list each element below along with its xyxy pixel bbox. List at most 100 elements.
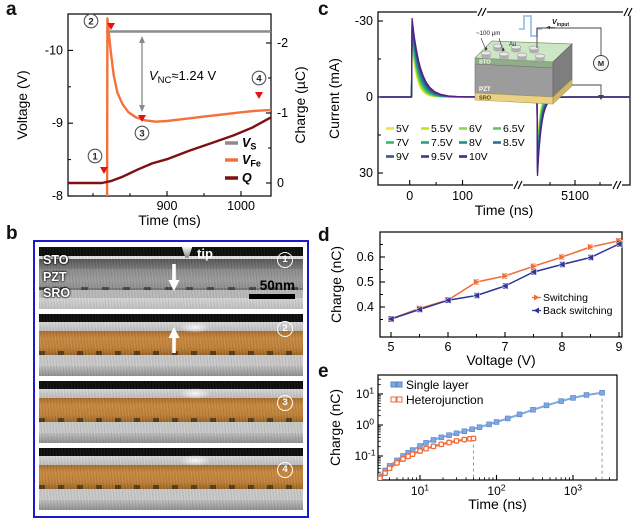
event-marker-2: 2 <box>83 13 115 30</box>
ground-icon <box>598 95 604 100</box>
tem1-grain-texture <box>39 247 303 309</box>
panel-e-label: e <box>318 361 329 382</box>
series-Q <box>68 116 271 185</box>
inset-sro-label: SRO <box>479 96 492 102</box>
tem4-substrate <box>39 500 303 510</box>
tem2-grain-texture <box>39 314 303 376</box>
series-Back switching <box>386 240 623 323</box>
axes: 101 102 103 101 100 10-1 <box>354 378 610 498</box>
svg-text:2: 2 <box>88 16 93 27</box>
y-axis-title: Charge (nC) <box>328 246 344 323</box>
tem1-vacuum-band <box>39 247 303 257</box>
svg-text:102: 102 <box>487 482 505 498</box>
event-marker-1: 1 <box>87 148 108 174</box>
svg-text:0.6: 0.6 <box>357 250 374 264</box>
tem3-vacuum-band <box>39 381 303 390</box>
tem3-grain-texture <box>39 381 303 443</box>
tem4-domain-bump <box>179 455 211 466</box>
plot-frame <box>67 13 272 197</box>
tem2-vacuum-band <box>39 314 303 323</box>
tem3-pzt-layer-switched <box>39 397 303 422</box>
svg-text:1000: 1000 <box>227 199 255 213</box>
y-axis-title-right: Charge (µC) <box>292 66 308 143</box>
y-axis-title: Current (mA) <box>326 58 342 139</box>
au-electrode <box>516 52 528 58</box>
svg-text:9V: 9V <box>396 151 409 163</box>
svg-text:M: M <box>598 59 604 68</box>
panel-d-label: d <box>318 225 330 246</box>
series <box>68 17 271 196</box>
svg-text:VS: VS <box>242 136 256 152</box>
inset-au-label: Au <box>509 42 516 48</box>
device-inset: STO PZT SRO Au ~100 µm Vinput M <box>474 15 609 105</box>
tem1-surface-line <box>39 256 303 259</box>
panel-b-label: b <box>6 223 18 244</box>
tem-image-4: 4 <box>39 448 303 510</box>
svg-text:10V: 10V <box>469 151 488 163</box>
pulse-waveform-icon <box>519 15 542 37</box>
tem-image-1: tip STO PZT SRO 50nm 1 <box>39 247 303 309</box>
svg-text:0.5: 0.5 <box>357 275 374 289</box>
scale-bar-label: 50nm <box>259 278 295 293</box>
tem1-sto-layer <box>39 258 303 269</box>
tem3-sto-layer <box>39 389 303 398</box>
svg-text:VFe: VFe <box>242 153 261 169</box>
tem3-substrate <box>39 433 303 443</box>
svg-text:8: 8 <box>559 340 566 354</box>
x-axis-title: Time (ns) <box>475 202 534 218</box>
svg-text:Switching: Switching <box>543 292 588 304</box>
inset-vinput-label: Vinput <box>552 17 569 28</box>
tem1-pzt-layer <box>39 268 303 288</box>
tem4-interface-speckles <box>39 485 303 491</box>
event-marker-4: 4 <box>251 70 267 99</box>
svg-text:VNC≈1.24 V: VNC≈1.24 V <box>149 68 216 86</box>
legend: 5V 5.5V 6V 6.5V 7V 7.5V 8V 8.5V 9V 9.5V 10V <box>386 123 525 163</box>
axes: 0 100 5100 -30 0 30 <box>355 14 601 203</box>
svg-text:5.5V: 5.5V <box>431 123 453 135</box>
au-electrode <box>510 44 522 50</box>
svg-text:5: 5 <box>388 340 395 354</box>
tem-image-2: 2 <box>39 314 303 376</box>
tem4-sro-layer <box>39 488 303 501</box>
panel-e-chart: 101 102 103 101 100 10-1 Time (ns) Charge (nC) S… <box>327 374 618 512</box>
tem-image-3: 3 <box>39 381 303 443</box>
frame-number-badge: 4 <box>277 462 293 478</box>
tem3-interface-speckles <box>39 418 303 424</box>
svg-text:101: 101 <box>356 385 374 401</box>
tem4-grain-texture <box>39 448 303 510</box>
svg-text:-1: -1 <box>277 106 288 120</box>
panel-b-tem-images: tip STO PZT SRO 50nm 1 2 <box>33 240 309 518</box>
plot-frame <box>377 374 618 481</box>
sto-label: STO <box>43 253 69 267</box>
svg-text:5V: 5V <box>396 123 409 135</box>
svg-text:0: 0 <box>366 90 373 104</box>
svg-text:8.5V: 8.5V <box>503 137 525 149</box>
svg-text:9.5V: 9.5V <box>431 151 453 163</box>
panel-a-label: a <box>6 0 17 20</box>
tem2-interface-speckles <box>39 351 303 357</box>
svg-text:-9: -9 <box>52 116 63 130</box>
svg-text:7V: 7V <box>396 137 409 149</box>
svg-text:100: 100 <box>356 416 374 432</box>
svg-text:Single layer: Single layer <box>406 378 469 392</box>
sro-label: SRO <box>43 286 71 300</box>
x-axis-title: Time (ms) <box>138 212 200 228</box>
event-marker-3: 3 <box>134 115 150 141</box>
svg-text:4: 4 <box>256 73 262 84</box>
wire-top <box>536 27 602 56</box>
plot-frame <box>379 231 623 338</box>
svg-text:3: 3 <box>139 128 144 139</box>
inset-pzt-label: PZT <box>479 86 491 93</box>
tem1-interface-speckles <box>39 286 303 293</box>
au-electrode <box>498 51 510 57</box>
inset-sto-label: STO <box>479 60 491 66</box>
axes: 900 1000-10-9-8-2-10 <box>45 36 288 213</box>
tem4-vacuum-band <box>39 448 303 457</box>
svg-text:10-1: 10-1 <box>354 447 375 463</box>
svg-text:6V: 6V <box>469 123 482 135</box>
tem2-sto-layer <box>39 322 303 331</box>
